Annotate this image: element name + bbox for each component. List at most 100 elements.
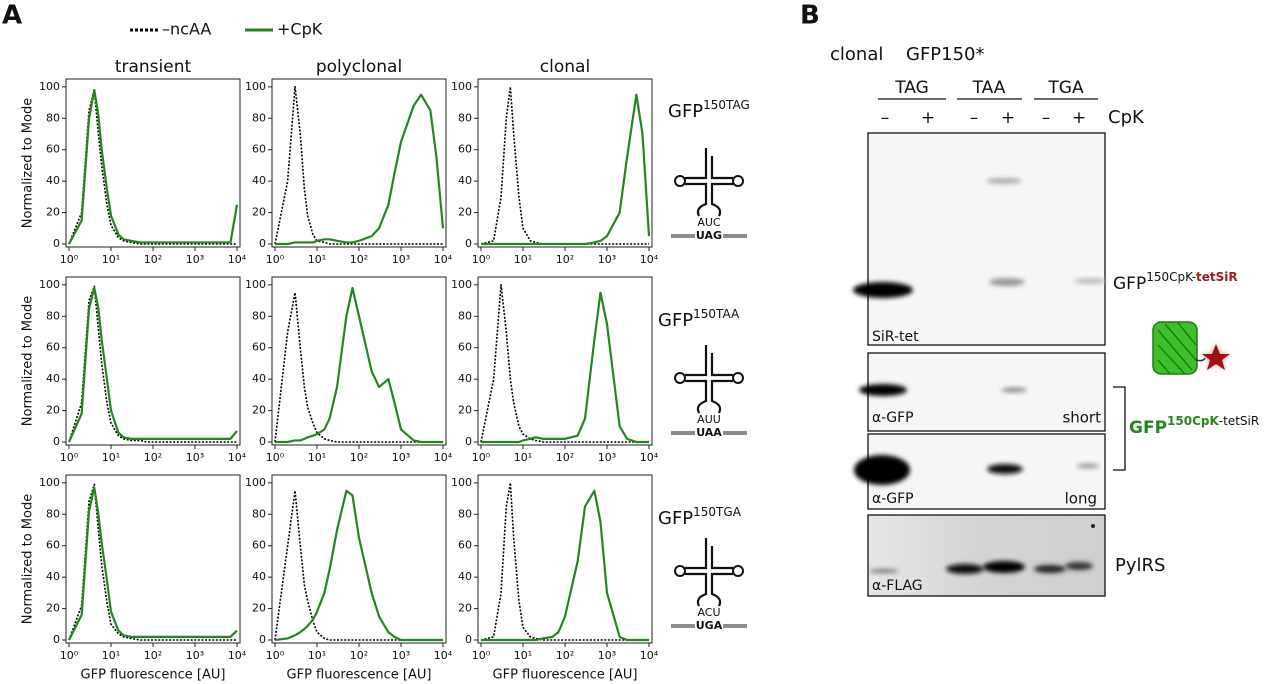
y-tick-label: 0 (259, 435, 266, 448)
cpk-curve (68, 88, 239, 245)
ncaa-curve (68, 89, 237, 245)
x-tick-label: 10³ (186, 451, 204, 464)
y-tick-label: 100 (245, 278, 266, 291)
trna-body (685, 148, 733, 217)
gfp-superscript: 150CpK (1167, 414, 1219, 428)
y-tick-label: 100 (39, 278, 60, 291)
y-axis-label: Normalized to Mode (21, 494, 36, 624)
x-tick-label: 10⁴ (640, 649, 659, 662)
lane-label: – (970, 108, 979, 128)
x-tick-label: 10⁴ (228, 253, 247, 266)
y-tick-label: 100 (245, 80, 266, 93)
trna-loop (732, 175, 744, 187)
y-tick-label: 40 (46, 372, 60, 385)
construct-label: GFP150* (906, 44, 985, 65)
gfp-name: GFP (1129, 418, 1167, 438)
y-tick-label: 60 (46, 539, 60, 552)
x-tick-label: 10⁴ (228, 649, 247, 662)
lane-label: + (1072, 108, 1086, 128)
histogram-panel: 0 20 40 60 80 100 10⁰ 10¹ 10² 10³ 10⁴ polyclonal (245, 57, 453, 266)
gfp-label: GFP150CpK-tetSiR (1129, 414, 1259, 439)
x-tick-label: 10¹ (514, 253, 532, 266)
codon: UAG (696, 229, 722, 242)
codon-label: TGA (1047, 78, 1084, 98)
panel-label: A (2, 1, 22, 31)
product-highlight: tetSiR (1196, 270, 1238, 284)
y-tick-label: 0 (53, 633, 60, 646)
codon: UAA (696, 426, 722, 439)
x-tick-label: 10¹ (308, 451, 326, 464)
stain-label: SiR-tet (872, 329, 919, 345)
y-tick-label: 100 (451, 80, 472, 93)
histogram-panel: 0 20 40 60 80 100 10⁰ 10¹ 10² 10³ 10⁴ transient Norm… (21, 57, 247, 266)
x-tick-label: 10⁰ (472, 649, 491, 662)
histogram-panel: 0 20 40 60 80 100 10⁰ 10¹ 10² 10³ 10⁴ (451, 276, 659, 464)
treatment-label: CpK (1108, 107, 1145, 128)
panel-title: clonal (540, 57, 590, 77)
x-tick-label: 10¹ (308, 649, 326, 662)
x-tick-label: 10³ (392, 649, 410, 662)
x-tick-label: 10⁰ (472, 253, 491, 266)
y-tick-label: 60 (458, 143, 472, 156)
y-tick-label: 20 (252, 206, 266, 219)
product-superscript: 150CpK- (1146, 270, 1196, 284)
x-axis-label: GFP fluorescence [AU] (81, 668, 226, 683)
y-tick-label: 20 (252, 404, 266, 417)
y-tick-label: 60 (252, 539, 266, 552)
x-tick-label: 10⁰ (60, 649, 79, 662)
x-tick-label: 10⁴ (640, 253, 659, 266)
x-tick-label: 10² (144, 253, 162, 266)
x-tick-label: 10⁴ (434, 451, 453, 464)
cpk-curve (481, 489, 649, 642)
cpk-curve (275, 286, 443, 444)
ncaa-curve (274, 291, 443, 443)
pylrs-label: PylRS (1115, 555, 1165, 576)
x-tick-label: 10⁴ (434, 649, 453, 662)
y-tick-label: 100 (451, 476, 472, 489)
product-name: GFP (1113, 274, 1146, 294)
cpk-curve (481, 291, 649, 444)
ncaa-curve (274, 489, 443, 641)
lane-label: – (1042, 108, 1051, 128)
lane-label: + (1001, 108, 1015, 128)
trna-loop (674, 175, 686, 187)
mutation: 150TAG (703, 98, 750, 112)
y-tick-label: 40 (458, 372, 472, 385)
y-tick-label: 20 (252, 602, 266, 615)
cpk-curve (68, 486, 238, 641)
x-tick-label: 10⁰ (472, 451, 491, 464)
y-tick-label: 80 (458, 111, 472, 124)
x-tick-label: 10⁰ (60, 451, 79, 464)
x-tick-label: 10⁰ (266, 253, 285, 266)
lane-label: – (881, 108, 890, 128)
legend-label: –ncAA (162, 20, 211, 39)
x-tick-label: 10¹ (102, 253, 120, 266)
histogram-panel: 0 20 40 60 80 100 10⁰ 10¹ 10² 10³ 10⁴ Normalized to… (21, 474, 247, 683)
y-tick-label: 80 (46, 507, 60, 520)
y-tick-label: 60 (458, 539, 472, 552)
panel-title: transient (115, 57, 192, 77)
anticodon: AUC (697, 216, 721, 229)
trna-body (685, 345, 733, 414)
anticodon: ACU (697, 606, 720, 619)
panel-title: polyclonal (316, 57, 402, 77)
x-tick-label: 10³ (186, 649, 204, 662)
histogram-panel: 0 20 40 60 80 100 10⁰ 10¹ 10² 10³ 10⁴ (245, 276, 453, 464)
y-tick-label: 20 (458, 404, 472, 417)
x-tick-label: 10² (350, 253, 368, 266)
codon-label: TAA (972, 78, 1006, 98)
y-tick-label: 20 (46, 602, 60, 615)
x-tick-label: 10² (556, 451, 574, 464)
plot-frame (477, 276, 653, 446)
y-tick-label: 40 (458, 570, 472, 583)
plot-frame (65, 276, 241, 446)
clone-label: clonal (830, 44, 883, 65)
plot-frame (271, 474, 447, 644)
y-tick-label: 40 (252, 174, 266, 187)
x-tick-label: 10⁰ (60, 253, 79, 266)
x-tick-label: 10³ (598, 649, 616, 662)
stain-label: α-GFP (872, 410, 914, 426)
y-tick-label: 60 (458, 341, 472, 354)
y-tick-label: 0 (53, 237, 60, 250)
